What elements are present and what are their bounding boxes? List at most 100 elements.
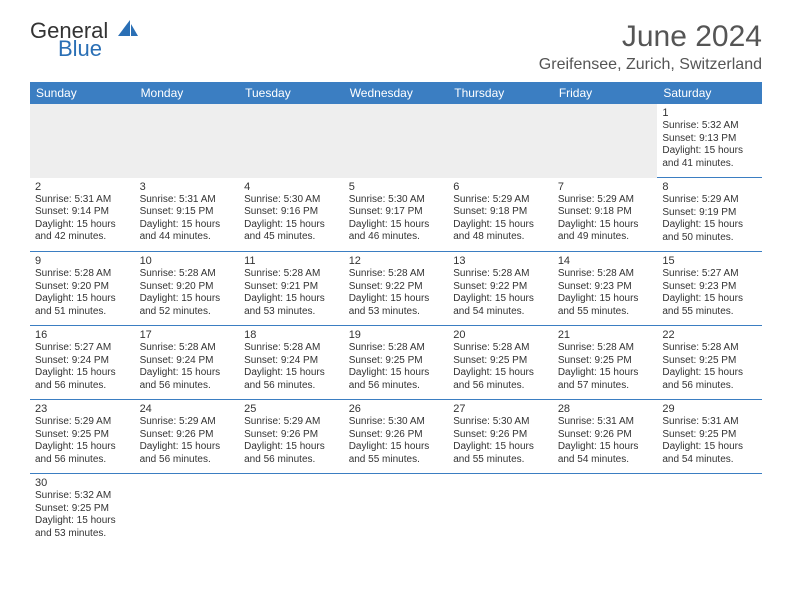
- daylight-line: Daylight: 15 hours and 56 minutes.: [35, 441, 130, 466]
- calendar-day-cell: 24Sunrise: 5:29 AMSunset: 9:26 PMDayligh…: [135, 400, 240, 474]
- sunrise-line: Sunrise: 5:29 AM: [35, 416, 130, 429]
- sunrise-line: Sunrise: 5:28 AM: [662, 342, 757, 355]
- calendar-day-cell: [239, 104, 344, 178]
- sunrise-line: Sunrise: 5:29 AM: [662, 194, 757, 207]
- day-number: 10: [140, 255, 235, 267]
- calendar-day-cell: 19Sunrise: 5:28 AMSunset: 9:25 PMDayligh…: [344, 326, 449, 400]
- sunset-line: Sunset: 9:23 PM: [662, 281, 757, 294]
- calendar-day-cell: 23Sunrise: 5:29 AMSunset: 9:25 PMDayligh…: [30, 400, 135, 474]
- sunrise-line: Sunrise: 5:29 AM: [558, 194, 653, 207]
- daylight-line: Daylight: 15 hours and 56 minutes.: [35, 367, 130, 392]
- daylight-line: Daylight: 15 hours and 55 minutes.: [453, 441, 548, 466]
- sunrise-line: Sunrise: 5:29 AM: [244, 416, 339, 429]
- daylight-line: Daylight: 15 hours and 54 minutes.: [662, 441, 757, 466]
- calendar-day-cell: 3Sunrise: 5:31 AMSunset: 9:15 PMDaylight…: [135, 178, 240, 252]
- calendar-day-cell: 14Sunrise: 5:28 AMSunset: 9:23 PMDayligh…: [553, 252, 658, 326]
- daylight-line: Daylight: 15 hours and 56 minutes.: [140, 441, 235, 466]
- day-number: 18: [244, 329, 339, 341]
- calendar-day-cell: 20Sunrise: 5:28 AMSunset: 9:25 PMDayligh…: [448, 326, 553, 400]
- day-number: 15: [662, 255, 757, 267]
- daylight-line: Daylight: 15 hours and 56 minutes.: [140, 367, 235, 392]
- day-header: Thursday: [448, 82, 553, 104]
- day-number: 7: [558, 181, 653, 193]
- daylight-line: Daylight: 15 hours and 55 minutes.: [558, 293, 653, 318]
- day-number: 1: [662, 107, 757, 119]
- day-number: 16: [35, 329, 130, 341]
- calendar-day-cell: 11Sunrise: 5:28 AMSunset: 9:21 PMDayligh…: [239, 252, 344, 326]
- daylight-line: Daylight: 15 hours and 54 minutes.: [558, 441, 653, 466]
- sunset-line: Sunset: 9:17 PM: [349, 206, 444, 219]
- sunrise-line: Sunrise: 5:32 AM: [35, 490, 130, 503]
- daylight-line: Daylight: 15 hours and 49 minutes.: [558, 219, 653, 244]
- daylight-line: Daylight: 15 hours and 56 minutes.: [453, 367, 548, 392]
- calendar-day-cell: [657, 474, 762, 548]
- sunset-line: Sunset: 9:19 PM: [662, 207, 757, 220]
- daylight-line: Daylight: 15 hours and 56 minutes.: [244, 367, 339, 392]
- day-header: Wednesday: [344, 82, 449, 104]
- sunset-line: Sunset: 9:26 PM: [558, 429, 653, 442]
- sunrise-line: Sunrise: 5:30 AM: [453, 416, 548, 429]
- sunrise-line: Sunrise: 5:30 AM: [349, 416, 444, 429]
- sunrise-line: Sunrise: 5:28 AM: [35, 268, 130, 281]
- calendar-day-cell: 17Sunrise: 5:28 AMSunset: 9:24 PMDayligh…: [135, 326, 240, 400]
- day-number: 5: [349, 181, 444, 193]
- daylight-line: Daylight: 15 hours and 50 minutes.: [662, 219, 757, 244]
- day-number: 24: [140, 403, 235, 415]
- calendar-day-cell: 13Sunrise: 5:28 AMSunset: 9:22 PMDayligh…: [448, 252, 553, 326]
- day-number: 20: [453, 329, 548, 341]
- sunset-line: Sunset: 9:25 PM: [662, 355, 757, 368]
- calendar-day-cell: 10Sunrise: 5:28 AMSunset: 9:20 PMDayligh…: [135, 252, 240, 326]
- sunrise-line: Sunrise: 5:28 AM: [453, 342, 548, 355]
- sunrise-line: Sunrise: 5:31 AM: [140, 194, 235, 207]
- sunrise-line: Sunrise: 5:27 AM: [35, 342, 130, 355]
- calendar-day-cell: [135, 104, 240, 178]
- sunset-line: Sunset: 9:26 PM: [140, 429, 235, 442]
- sunset-line: Sunset: 9:25 PM: [349, 355, 444, 368]
- sunrise-line: Sunrise: 5:32 AM: [662, 120, 757, 133]
- day-number: 29: [662, 403, 757, 415]
- sunset-line: Sunset: 9:20 PM: [140, 281, 235, 294]
- sunrise-line: Sunrise: 5:29 AM: [140, 416, 235, 429]
- calendar-day-cell: 7Sunrise: 5:29 AMSunset: 9:18 PMDaylight…: [553, 178, 658, 252]
- sunset-line: Sunset: 9:24 PM: [244, 355, 339, 368]
- day-number: 6: [453, 181, 548, 193]
- daylight-line: Daylight: 15 hours and 42 minutes.: [35, 219, 130, 244]
- daylight-line: Daylight: 15 hours and 56 minutes.: [349, 367, 444, 392]
- title-block: June 2024 Greifensee, Zurich, Switzerlan…: [539, 20, 762, 74]
- calendar-day-cell: 25Sunrise: 5:29 AMSunset: 9:26 PMDayligh…: [239, 400, 344, 474]
- calendar-day-cell: [135, 474, 240, 548]
- daylight-line: Daylight: 15 hours and 56 minutes.: [244, 441, 339, 466]
- day-number: 25: [244, 403, 339, 415]
- day-number: 8: [662, 181, 757, 193]
- calendar-day-cell: 26Sunrise: 5:30 AMSunset: 9:26 PMDayligh…: [344, 400, 449, 474]
- calendar-week-row: 2Sunrise: 5:31 AMSunset: 9:14 PMDaylight…: [30, 178, 762, 252]
- day-number: 9: [35, 255, 130, 267]
- day-number: 4: [244, 181, 339, 193]
- daylight-line: Daylight: 15 hours and 54 minutes.: [453, 293, 548, 318]
- calendar-day-cell: [448, 104, 553, 178]
- sunset-line: Sunset: 9:26 PM: [349, 429, 444, 442]
- day-number: 2: [35, 181, 130, 193]
- calendar-day-cell: 12Sunrise: 5:28 AMSunset: 9:22 PMDayligh…: [344, 252, 449, 326]
- calendar-day-cell: [448, 474, 553, 548]
- sunrise-line: Sunrise: 5:28 AM: [349, 268, 444, 281]
- calendar-week-row: 23Sunrise: 5:29 AMSunset: 9:25 PMDayligh…: [30, 400, 762, 474]
- month-title: June 2024: [539, 20, 762, 54]
- daylight-line: Daylight: 15 hours and 46 minutes.: [349, 219, 444, 244]
- day-number: 21: [558, 329, 653, 341]
- calendar-day-cell: [553, 474, 658, 548]
- sunset-line: Sunset: 9:20 PM: [35, 281, 130, 294]
- day-header: Tuesday: [239, 82, 344, 104]
- day-header: Monday: [135, 82, 240, 104]
- calendar-week-row: 1Sunrise: 5:32 AMSunset: 9:13 PMDaylight…: [30, 104, 762, 178]
- daylight-line: Daylight: 15 hours and 48 minutes.: [453, 219, 548, 244]
- daylight-line: Daylight: 15 hours and 41 minutes.: [662, 145, 757, 170]
- sunrise-line: Sunrise: 5:30 AM: [349, 194, 444, 207]
- sunset-line: Sunset: 9:24 PM: [35, 355, 130, 368]
- sunset-line: Sunset: 9:26 PM: [244, 429, 339, 442]
- sunrise-line: Sunrise: 5:30 AM: [244, 194, 339, 207]
- sunset-line: Sunset: 9:14 PM: [35, 206, 130, 219]
- day-number: 11: [244, 255, 339, 267]
- day-number: 12: [349, 255, 444, 267]
- calendar-day-cell: 29Sunrise: 5:31 AMSunset: 9:25 PMDayligh…: [657, 400, 762, 474]
